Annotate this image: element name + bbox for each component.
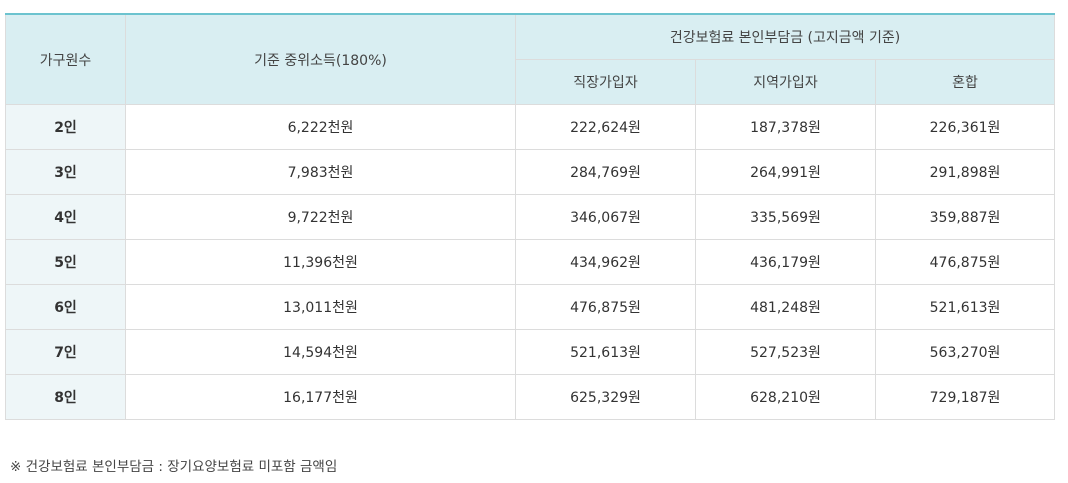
cell-mixed: 359,887원: [874, 194, 1056, 240]
cell-income: 6,222천원: [125, 104, 516, 150]
cell-regional: 187,378원: [695, 104, 876, 150]
cell-household: 8인: [5, 374, 126, 420]
table-row: 6인 13,011천원 476,875원 481,248원 521,613원: [5, 284, 1056, 330]
table-row: 3인 7,983천원 284,769원 264,991원 291,898원: [5, 149, 1056, 195]
cell-mixed: 291,898원: [874, 149, 1056, 195]
header-regional: 지역가입자: [695, 59, 876, 105]
cell-employee: 222,624원: [515, 104, 696, 150]
cell-income: 11,396천원: [125, 239, 516, 285]
cell-income: 13,011천원: [125, 284, 516, 330]
cell-household: 4인: [5, 194, 126, 240]
cell-employee: 284,769원: [515, 149, 696, 195]
cell-employee: 476,875원: [515, 284, 696, 330]
cell-income: 7,983천원: [125, 149, 516, 195]
cell-employee: 346,067원: [515, 194, 696, 240]
cell-regional: 264,991원: [695, 149, 876, 195]
header-median-income: 기준 중위소득(180%): [125, 13, 516, 105]
cell-mixed: 563,270원: [874, 329, 1056, 375]
cell-regional: 436,179원: [695, 239, 876, 285]
table-row: 5인 11,396천원 434,962원 436,179원 476,875원: [5, 239, 1056, 285]
cell-income: 9,722천원: [125, 194, 516, 240]
table-row: 7인 14,594천원 521,613원 527,523원 563,270원: [5, 329, 1056, 375]
cell-household: 5인: [5, 239, 126, 285]
cell-employee: 625,329원: [515, 374, 696, 420]
cell-mixed: 729,187원: [874, 374, 1056, 420]
cell-mixed: 226,361원: [874, 104, 1056, 150]
footnote: ※ 건강보험료 본인부담금 : 장기요양보험료 미포함 금액임: [10, 459, 338, 475]
cell-income: 14,594천원: [125, 329, 516, 375]
header-mixed: 혼합: [874, 59, 1056, 105]
cell-regional: 628,210원: [695, 374, 876, 420]
table-header: 가구원수 기준 중위소득(180%) 건강보험료 본인부담금 (고지금액 기준)…: [5, 13, 1056, 105]
header-employee: 직장가입자: [515, 59, 696, 105]
table-row: 4인 9,722천원 346,067원 335,569원 359,887원: [5, 194, 1056, 240]
table-row: 8인 16,177천원 625,329원 628,210원 729,187원: [5, 374, 1056, 420]
cell-household: 7인: [5, 329, 126, 375]
cell-income: 16,177천원: [125, 374, 516, 420]
cell-household: 3인: [5, 149, 126, 195]
premium-table-container: 가구원수 기준 중위소득(180%) 건강보험료 본인부담금 (고지금액 기준)…: [5, 13, 1056, 420]
cell-mixed: 476,875원: [874, 239, 1056, 285]
premium-table: 가구원수 기준 중위소득(180%) 건강보험료 본인부담금 (고지금액 기준)…: [5, 13, 1056, 420]
cell-household: 2인: [5, 104, 126, 150]
cell-regional: 481,248원: [695, 284, 876, 330]
header-premium-group: 건강보험료 본인부담금 (고지금액 기준): [514, 13, 1056, 60]
cell-household: 6인: [5, 284, 126, 330]
cell-employee: 521,613원: [515, 329, 696, 375]
cell-employee: 434,962원: [515, 239, 696, 285]
cell-regional: 335,569원: [695, 194, 876, 240]
table-body: 2인 6,222천원 222,624원 187,378원 226,361원 3인…: [5, 104, 1056, 420]
cell-regional: 527,523원: [695, 329, 876, 375]
table-row: 2인 6,222천원 222,624원 187,378원 226,361원: [5, 104, 1056, 150]
cell-mixed: 521,613원: [874, 284, 1056, 330]
header-household: 가구원수: [5, 13, 126, 105]
